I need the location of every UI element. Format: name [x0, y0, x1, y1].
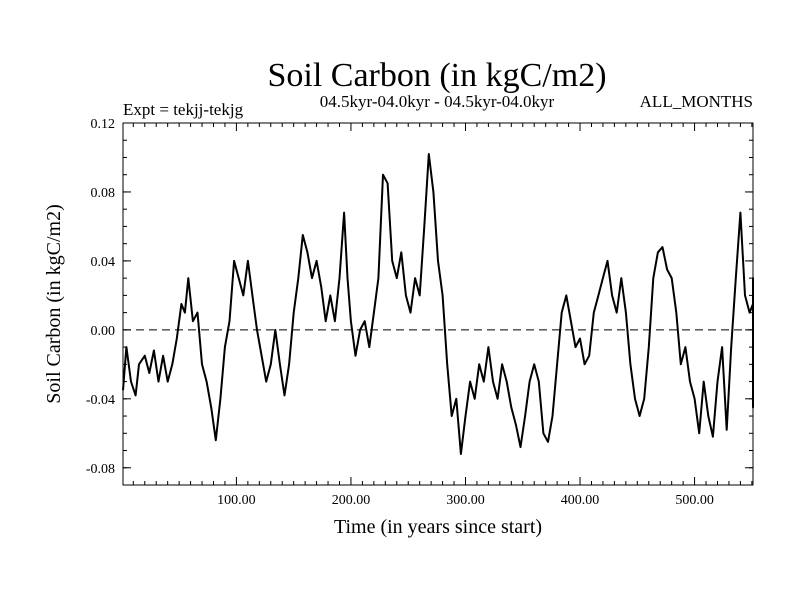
y-tick-label: 0.00: [91, 324, 116, 339]
period-label: 04.5kyr-04.0kyr - 04.5kyr-04.0kyr: [320, 92, 555, 111]
y-tick-label: -0.08: [86, 462, 115, 477]
x-tick-label: 200.00: [332, 493, 371, 508]
experiment-label: Expt = tekjj-tekjg: [123, 100, 244, 119]
y-tick-label: -0.04: [86, 393, 115, 408]
x-axis-label: Time (in years since start): [334, 516, 542, 538]
y-axis-label: Soil Carbon (in kgC/m2): [43, 204, 65, 403]
y-tick-label: 0.08: [91, 186, 116, 201]
y-tick-label: 0.12: [91, 117, 116, 132]
y-axis: -0.08 -0.04 0.00 0.04 0.08 0.12: [86, 117, 753, 486]
y-tick-label: 0.04: [91, 255, 116, 270]
chart-title: Soil Carbon (in kgC/m2): [267, 57, 606, 94]
x-tick-label: 300.00: [446, 493, 485, 508]
months-label: ALL_MONTHS: [640, 92, 753, 111]
x-tick-label: 100.00: [217, 493, 256, 508]
x-tick-label: 500.00: [675, 493, 714, 508]
series-line: [122, 153, 754, 455]
x-tick-label: 400.00: [561, 493, 600, 508]
x-axis: 100.00 200.00 300.00 400.00 500.00: [132, 123, 753, 508]
